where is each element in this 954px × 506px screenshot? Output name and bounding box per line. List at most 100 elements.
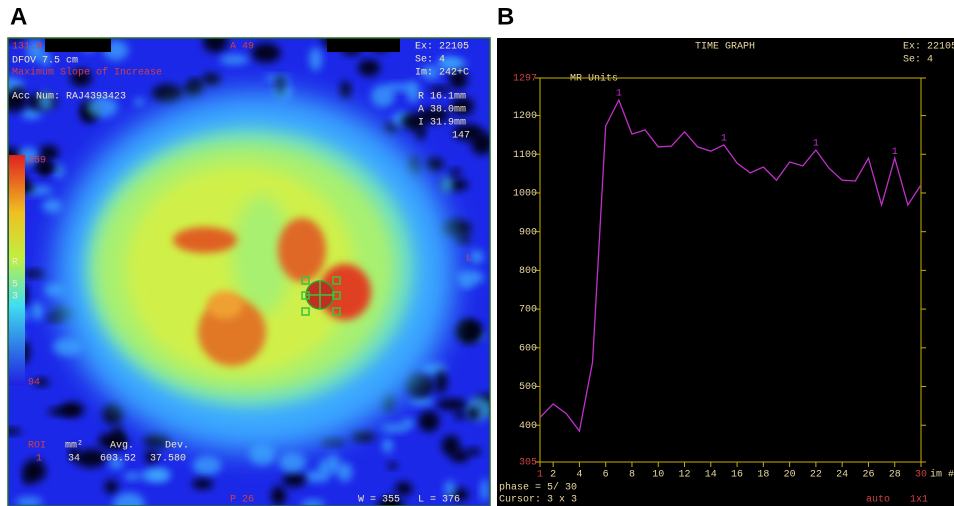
y-tick-label: 600 bbox=[519, 343, 537, 354]
speck bbox=[326, 454, 341, 475]
x-tick-label: 8 bbox=[629, 470, 635, 481]
point-marker: 1 bbox=[721, 134, 727, 145]
overlay-text: W = 355 bbox=[358, 495, 400, 506]
speck bbox=[340, 80, 351, 100]
speck bbox=[303, 470, 331, 483]
y-tick-label: 1100 bbox=[513, 150, 537, 161]
speck bbox=[53, 163, 65, 179]
speck bbox=[448, 68, 468, 90]
speck bbox=[436, 398, 468, 411]
speck bbox=[450, 449, 470, 463]
speck bbox=[113, 425, 123, 448]
speck bbox=[123, 472, 140, 481]
speck bbox=[108, 457, 124, 470]
overlay-text: R 16.1mm bbox=[418, 92, 466, 103]
speck bbox=[456, 235, 471, 244]
x-tick-label: 14 bbox=[705, 470, 717, 481]
speck bbox=[416, 125, 426, 141]
speck bbox=[39, 155, 50, 178]
speck bbox=[467, 448, 481, 456]
speck bbox=[279, 452, 306, 473]
y-tick-label: 400 bbox=[519, 421, 537, 432]
header-text: Ex: 22105 bbox=[903, 42, 954, 53]
speck bbox=[30, 301, 44, 321]
colorbar bbox=[9, 155, 25, 385]
y-tick-label: 900 bbox=[519, 227, 537, 238]
speck bbox=[102, 403, 124, 425]
speck bbox=[455, 319, 484, 343]
chart-title: TIME GRAPH bbox=[695, 42, 755, 53]
speck bbox=[382, 438, 393, 454]
header-text: Se: 4 bbox=[903, 55, 933, 66]
mri-panel: 131.9 DFOV 7.5 cm Maximum Slope of Incre… bbox=[7, 37, 491, 506]
point-marker: 1 bbox=[892, 147, 898, 158]
speck bbox=[409, 396, 435, 406]
overlay-text: 131.9 bbox=[12, 42, 42, 53]
time-graph-panel: TIME GRAPH Ex: 22105 Se: 4 MR Units im #… bbox=[497, 38, 954, 506]
speck bbox=[134, 97, 144, 106]
y-tick-label: 1200 bbox=[513, 111, 537, 122]
speck bbox=[466, 407, 480, 421]
speck bbox=[15, 496, 43, 506]
footer-text: auto bbox=[866, 495, 890, 506]
footer-text: phase = 5/ 30 bbox=[499, 482, 577, 494]
overlay-text: A 38.0mm bbox=[418, 105, 466, 116]
roi-value: 37.580 bbox=[150, 454, 186, 465]
speck bbox=[70, 68, 92, 87]
speck bbox=[46, 315, 66, 322]
footer-text: 1x1 bbox=[910, 495, 928, 506]
overlay-text: Se: 4 bbox=[415, 55, 445, 66]
overlay-text: L = 376 bbox=[418, 495, 460, 506]
overlay-text: Maximum Slope of Increase bbox=[12, 67, 162, 79]
panel-label: A bbox=[10, 3, 27, 30]
speck bbox=[454, 409, 465, 420]
x-tick-label: 6 bbox=[603, 470, 609, 481]
speck bbox=[23, 471, 32, 485]
speck bbox=[202, 73, 221, 86]
speck bbox=[22, 270, 46, 278]
data-line bbox=[539, 98, 922, 433]
speck bbox=[300, 499, 325, 506]
speck bbox=[440, 175, 453, 194]
colorbar-label: 3 bbox=[12, 292, 18, 303]
speck bbox=[425, 157, 444, 171]
speck bbox=[282, 472, 306, 488]
speck bbox=[275, 75, 285, 98]
roi-header: ROI bbox=[28, 441, 46, 452]
speck bbox=[75, 448, 107, 468]
y-tick-label: 500 bbox=[519, 382, 537, 393]
speck bbox=[47, 407, 77, 416]
x-tick-label: 26 bbox=[862, 470, 874, 481]
speck bbox=[421, 65, 441, 80]
speck bbox=[380, 423, 410, 433]
speck bbox=[270, 485, 286, 506]
roi-header: mm² bbox=[65, 441, 83, 452]
overlay-text: P 26 bbox=[230, 495, 254, 506]
x-tick-label: 2 bbox=[550, 470, 556, 481]
overlay-text: Ex: 22105 bbox=[415, 42, 469, 53]
y-tick-label: 1000 bbox=[513, 189, 537, 200]
speck bbox=[336, 462, 353, 482]
speck bbox=[37, 91, 54, 111]
speck bbox=[42, 198, 62, 213]
speck bbox=[86, 96, 118, 118]
y-tick-label: 1297 bbox=[513, 74, 537, 85]
colorbar-label: 259 bbox=[28, 156, 46, 167]
x-tick-label: 16 bbox=[731, 470, 743, 481]
roi-value: 34 bbox=[68, 454, 80, 465]
speck bbox=[113, 492, 145, 506]
speck bbox=[385, 82, 413, 92]
x-tick-label: 24 bbox=[836, 470, 848, 481]
roi-header: Dev. bbox=[165, 441, 189, 452]
speck bbox=[139, 469, 170, 482]
speck bbox=[370, 84, 395, 108]
speck bbox=[183, 80, 204, 98]
roi-value: 603.52 bbox=[100, 454, 136, 465]
speck bbox=[428, 86, 452, 94]
speck bbox=[21, 107, 42, 120]
speck bbox=[202, 38, 228, 53]
overlay-text: Im: 242+C bbox=[415, 68, 469, 79]
speck bbox=[480, 478, 489, 502]
colorbar-label: 5 bbox=[12, 280, 18, 291]
